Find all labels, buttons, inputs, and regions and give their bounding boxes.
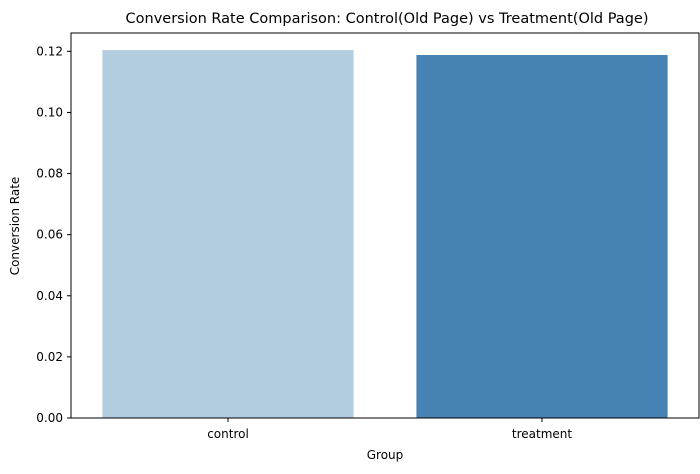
- y-tick-label: 0.02: [36, 350, 63, 364]
- y-axis-label: Conversion Rate: [8, 177, 22, 276]
- y-axis-ticks: 0.00 0.02 0.04 0.06 0.08 0.10 0.12: [36, 44, 71, 425]
- y-tick-label: 0.08: [36, 167, 63, 181]
- bars-group: [102, 50, 668, 418]
- x-axis-ticks: control treatment: [207, 418, 572, 441]
- chart-title: Conversion Rate Comparison: Control(Old …: [126, 11, 649, 27]
- x-tick-label: treatment: [512, 427, 572, 441]
- bar-control: [102, 50, 354, 418]
- y-tick-label: 0.00: [36, 411, 63, 425]
- x-tick-label: control: [207, 427, 249, 441]
- y-tick-label: 0.10: [36, 105, 63, 119]
- y-tick-label: 0.06: [36, 228, 63, 242]
- plot-frame: [70, 32, 700, 419]
- y-tick-label: 0.12: [36, 44, 63, 58]
- plot-area: 0.00 0.02 0.04 0.06 0.08 0.10 0.12 control trea…: [36, 32, 700, 441]
- bar-treatment: [416, 55, 668, 418]
- y-tick-label: 0.04: [36, 289, 63, 303]
- x-axis-label: Group: [367, 448, 404, 462]
